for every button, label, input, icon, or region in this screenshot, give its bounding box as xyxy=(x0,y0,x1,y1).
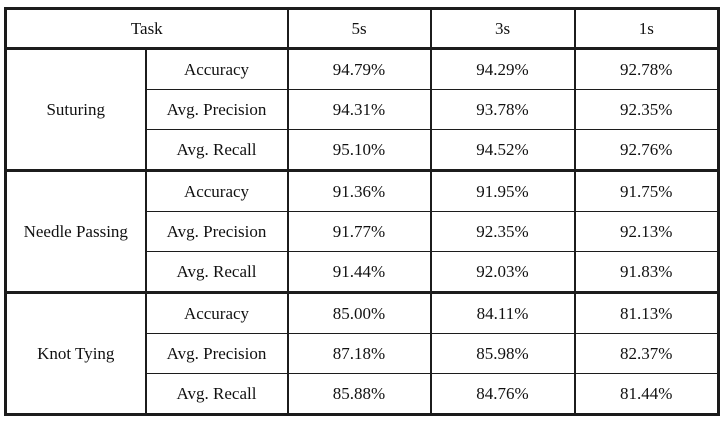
value-cell: 91.83% xyxy=(573,251,720,293)
header-cell-1s: 1s xyxy=(573,7,720,50)
table-row: Knot Tying Accuracy 85.00% 84.11% 81.13% xyxy=(4,291,720,416)
metric-cell: Accuracy xyxy=(144,47,289,90)
metric-cell: Avg. Recall xyxy=(144,251,289,293)
table-row: Avg. Recall 95.10% 94.52% 92.76% xyxy=(6,129,720,171)
value-cell: 92.13% xyxy=(573,211,720,252)
table-row: Avg. Recall 85.88% 84.76% 81.44% xyxy=(6,373,720,415)
value-cell: 82.37% xyxy=(573,333,720,374)
table-row: Avg. Precision 91.77% 92.35% 92.13% xyxy=(6,211,720,252)
value-cell: 94.29% xyxy=(429,47,576,90)
metric-cell: Avg. Precision xyxy=(144,333,289,374)
table-row: Suturing Accuracy 94.79% 94.29% 92.78% xyxy=(4,47,720,172)
value-cell: 94.31% xyxy=(286,89,432,130)
value-cell: 85.00% xyxy=(286,291,432,334)
value-cell: 94.52% xyxy=(429,129,576,171)
header-cell-task: Task xyxy=(4,7,289,50)
value-cell: 84.76% xyxy=(429,373,576,415)
table-row: Needle Passing Accuracy 91.36% 91.95% 91… xyxy=(4,169,720,294)
value-cell: 91.36% xyxy=(286,169,432,212)
value-cell: 93.78% xyxy=(429,89,576,130)
value-cell: 92.35% xyxy=(573,89,720,130)
value-cell: 94.79% xyxy=(286,47,432,90)
header-row: Task 5s 3s 1s xyxy=(4,7,720,50)
value-cell: 91.44% xyxy=(286,251,432,293)
value-cell: 85.88% xyxy=(286,373,432,415)
value-cell: 81.44% xyxy=(573,373,720,415)
metric-cell: Avg. Precision xyxy=(144,89,289,130)
header-cell-3s: 3s xyxy=(429,7,576,50)
metric-cell: Accuracy xyxy=(144,291,289,334)
value-cell: 91.75% xyxy=(573,169,720,212)
table-row: Avg. Recall 91.44% 92.03% 91.83% xyxy=(6,251,720,293)
metric-cell: Avg. Recall xyxy=(144,129,289,171)
value-cell: 87.18% xyxy=(286,333,432,374)
value-cell: 92.35% xyxy=(429,211,576,252)
value-cell: 84.11% xyxy=(429,291,576,334)
table-row: Avg. Precision 87.18% 85.98% 82.37% xyxy=(6,333,720,374)
value-cell: 91.95% xyxy=(429,169,576,212)
value-cell: 92.03% xyxy=(429,251,576,293)
metric-cell: Accuracy xyxy=(144,169,289,212)
task-cell-needle-passing: Needle Passing xyxy=(4,169,147,294)
value-cell: 95.10% xyxy=(286,129,432,171)
task-cell-suturing: Suturing xyxy=(4,47,147,172)
value-cell: 81.13% xyxy=(573,291,720,334)
value-cell: 92.78% xyxy=(573,47,720,90)
header-cell-5s: 5s xyxy=(286,7,432,50)
value-cell: 85.98% xyxy=(429,333,576,374)
value-cell: 91.77% xyxy=(286,211,432,252)
value-cell: 92.76% xyxy=(573,129,720,171)
metrics-table: Task 5s 3s 1s Suturing Accuracy 94.79% 9… xyxy=(4,7,721,416)
table-row: Avg. Precision 94.31% 93.78% 92.35% xyxy=(6,89,720,130)
metric-cell: Avg. Precision xyxy=(144,211,289,252)
task-cell-knot-tying: Knot Tying xyxy=(4,291,147,416)
metric-cell: Avg. Recall xyxy=(144,373,289,415)
